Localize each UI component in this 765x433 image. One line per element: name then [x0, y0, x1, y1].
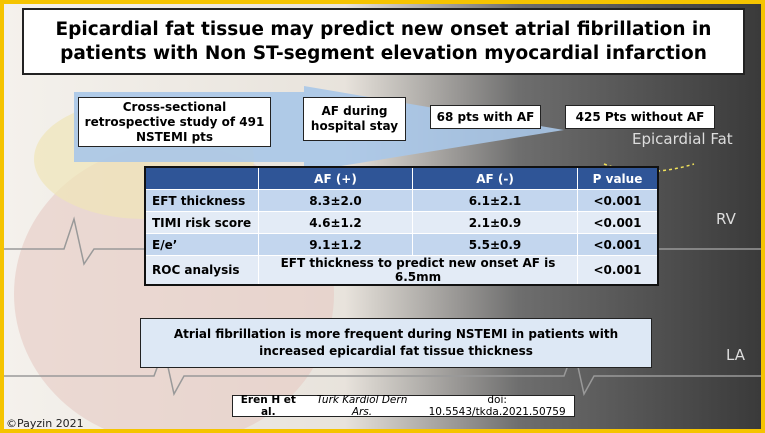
- cell: 2.1±0.9: [413, 212, 578, 234]
- row-label: TIMI risk score: [145, 212, 259, 234]
- title: Epicardial fat tissue may predict new on…: [22, 8, 745, 75]
- row-label: ROC analysis: [145, 256, 259, 286]
- row-label: EFT thickness: [145, 190, 259, 212]
- abstract: Epicardial fat tissue may predict new on…: [0, 0, 765, 433]
- image-label: LA: [726, 346, 745, 364]
- citation: Eren H et al. Turk Kardiol Dern Ars. doi…: [232, 395, 575, 417]
- conclusion: Atrial fibrillation is more frequent dur…: [140, 318, 652, 368]
- cell: 6.1±2.1: [413, 190, 578, 212]
- flow-box: Cross-sectional retrospective study of 4…: [78, 97, 271, 147]
- cell: <0.001: [578, 256, 659, 286]
- flow-box: 425 Pts without AF: [565, 105, 715, 129]
- cell: 4.6±1.2: [259, 212, 413, 234]
- flow-box: AF during hospital stay: [303, 97, 406, 141]
- image-label: RV: [716, 210, 736, 228]
- cell: 9.1±1.2: [259, 234, 413, 256]
- header-cell: P value: [578, 167, 659, 190]
- cell: <0.001: [578, 212, 659, 234]
- header-cell: AF (-): [413, 167, 578, 190]
- cell: 5.5±0.9: [413, 234, 578, 256]
- cell: <0.001: [578, 190, 659, 212]
- cell: <0.001: [578, 234, 659, 256]
- cell: EFT thickness to predict new onset AF is…: [259, 256, 578, 286]
- copyright: ©Payzin 2021: [6, 417, 84, 430]
- citation-authors: Eren H et al.: [233, 394, 304, 418]
- cell: 8.3±2.0: [259, 190, 413, 212]
- flow-box: 68 pts with AF: [430, 105, 541, 129]
- row-label: E/e’: [145, 234, 259, 256]
- image-label: Epicardial Fat: [632, 130, 733, 148]
- header-cell: [145, 167, 259, 190]
- header-cell: AF (+): [259, 167, 413, 190]
- citation-journal: Turk Kardiol Dern Ars.: [307, 394, 417, 418]
- citation-doi: doi: 10.5543/tkda.2021.50759: [420, 394, 574, 418]
